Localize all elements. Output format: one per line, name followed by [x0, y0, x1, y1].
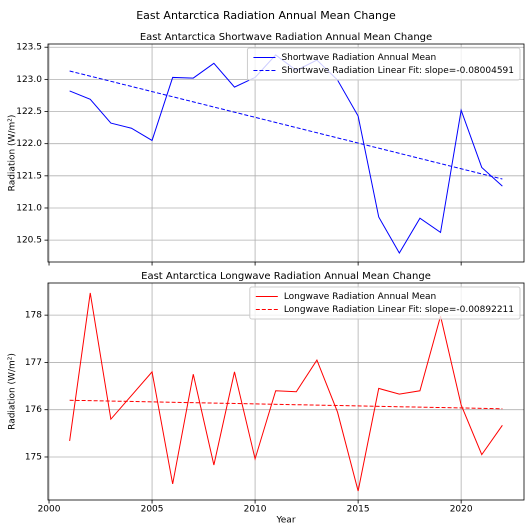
- series-line: [69, 70, 503, 180]
- legend: Longwave Radiation Annual Mean Longwave R…: [249, 286, 521, 320]
- legend-label: Longwave Radiation Linear Fit: slope=-0.…: [284, 305, 514, 315]
- series-line: [69, 292, 503, 492]
- x-axis-label: Year: [275, 516, 295, 526]
- x-tick-label: 2005: [141, 505, 164, 515]
- series-line: [69, 54, 503, 254]
- y-tick-label: 178: [25, 311, 42, 321]
- x-tick-label: 2015: [347, 505, 370, 515]
- y-tick-label: 176: [25, 405, 42, 415]
- y-axis-label: Radiation (W/m²): [8, 353, 18, 430]
- plot-frame: [47, 282, 525, 501]
- legend-box: [246, 47, 521, 81]
- legend: Shortwave Radiation Annual Mean Shortwave…: [246, 47, 521, 81]
- subplot-title: East Antarctica Shortwave Radiation Annu…: [140, 32, 432, 43]
- figure-title: East Antarctica Radiation Annual Mean Ch…: [136, 9, 396, 22]
- legend-label: Shortwave Radiation Annual Mean: [281, 53, 436, 63]
- subplot-title: East Antarctica Longwave Radiation Annua…: [141, 271, 431, 282]
- y-tick-label: 122.5: [16, 107, 42, 117]
- y-tick-label: 123.0: [16, 75, 42, 85]
- legend-label: Longwave Radiation Annual Mean: [284, 292, 436, 302]
- legend-label: Shortwave Radiation Linear Fit: slope=-0…: [281, 66, 514, 76]
- y-tick-label: 177: [25, 358, 42, 368]
- x-tick-label: 2010: [244, 505, 267, 515]
- x-tick-label: 2000: [38, 505, 61, 515]
- y-axis-label: Radiation (W/m²): [8, 115, 18, 192]
- y-tick-label: 121.0: [16, 203, 42, 213]
- plot-frame: [47, 43, 525, 263]
- y-tick-label: 175: [25, 452, 42, 462]
- y-tick-label: 122.0: [16, 139, 42, 149]
- y-tick-label: 120.5: [16, 236, 42, 246]
- y-tick-label: 121.5: [16, 171, 42, 181]
- legend-box: [249, 286, 521, 320]
- series-line: [69, 399, 503, 410]
- y-tick-label: 123.5: [16, 43, 42, 53]
- x-tick-label: 2020: [450, 505, 473, 515]
